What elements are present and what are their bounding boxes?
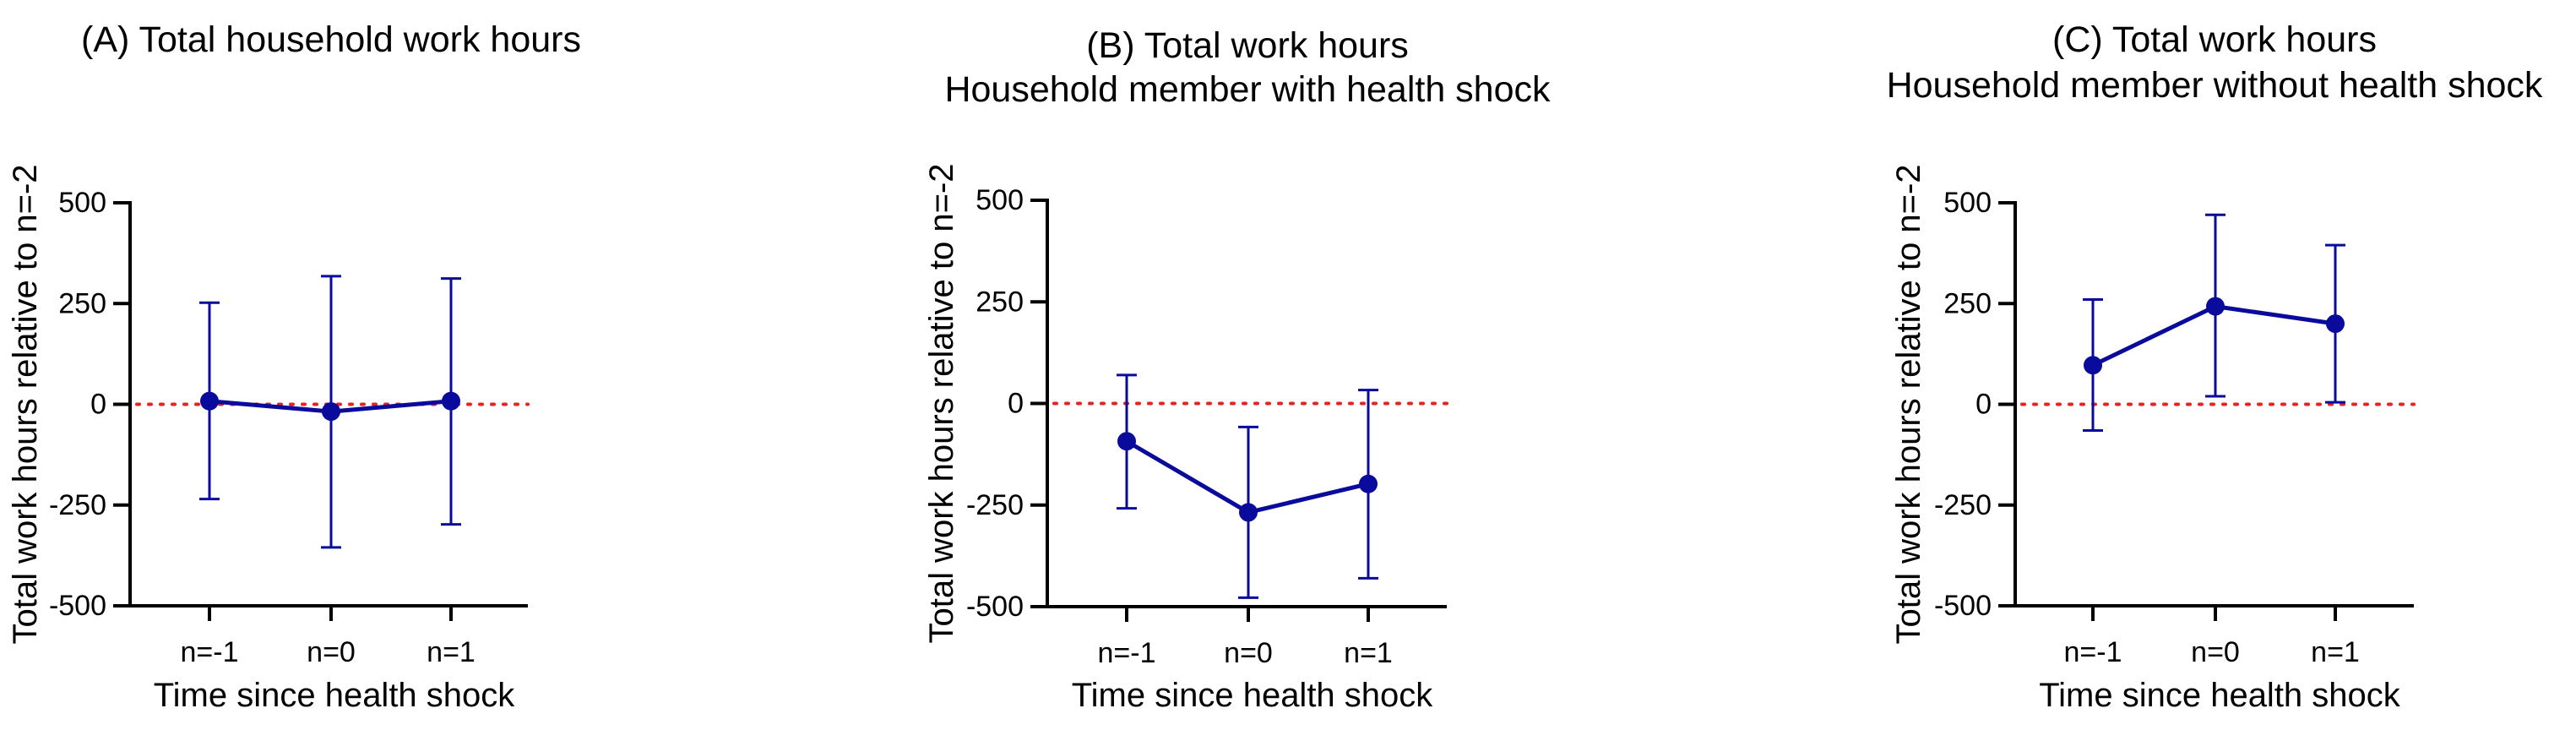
y-tick-label: -250 [966,489,1024,521]
x-tick-label: n=-1 [181,636,239,668]
x-tick-label: n=0 [307,636,356,668]
y-axis-label: Total work hours relative to n=-2 [1890,164,1927,644]
y-tick-label: -500 [966,591,1024,623]
x-tick-label: n=0 [1224,637,1273,669]
chart-title: (A) Total household work hours [81,19,581,60]
y-tick-label: -250 [1934,489,1992,521]
data-point [322,402,340,422]
chart-title: (B) Total work hours [1086,25,1409,66]
x-tick-label: n=-1 [1098,637,1156,669]
y-tick-label: -500 [1934,590,1992,622]
x-tick-label: n=1 [2311,636,2360,668]
y-tick-label: -250 [49,489,106,521]
y-tick-label: 500 [58,187,106,219]
y-tick-label: 500 [976,184,1024,216]
x-axis-label: Time since health shock [154,677,516,714]
data-point [200,391,219,411]
chart-title: (C) Total work hours [2052,19,2377,60]
y-tick-label: 0 [90,389,106,421]
chart-panel-0: (A) Total household work hours Total work… [7,19,581,714]
y-axis-label: Total work hours relative to n=-2 [923,163,960,643]
data-point [1239,503,1258,522]
data-point [2084,356,2102,375]
y-tick-label: 250 [58,287,106,319]
chart-panel-2: (C) Total work hours Household member wit… [1887,19,2543,714]
y-tick-label: 500 [1943,187,1992,219]
data-point [2206,297,2225,316]
x-axis-label: Time since health shock [2039,677,2401,714]
chart-title: Household member without health shock [1887,65,2543,106]
y-tick-label: -500 [49,590,106,622]
x-tick-label: n=1 [1344,637,1393,669]
y-tick-label: 0 [1008,388,1024,420]
data-point [1117,432,1136,451]
data-point [2326,314,2345,334]
data-point [442,391,460,411]
y-axis-label: Total work hours relative to n=-2 [7,164,44,644]
chart-title: Household member with health shock [944,69,1551,110]
y-tick-label: 0 [1975,389,1992,421]
x-tick-label: n=-1 [2064,636,2122,668]
x-axis-label: Time since health shock [1072,677,1434,714]
data-point [1359,474,1378,493]
x-tick-label: n=0 [2191,636,2240,668]
y-tick-label: 250 [1943,287,1992,319]
x-tick-label: n=1 [427,636,476,668]
y-tick-label: 250 [976,286,1024,318]
